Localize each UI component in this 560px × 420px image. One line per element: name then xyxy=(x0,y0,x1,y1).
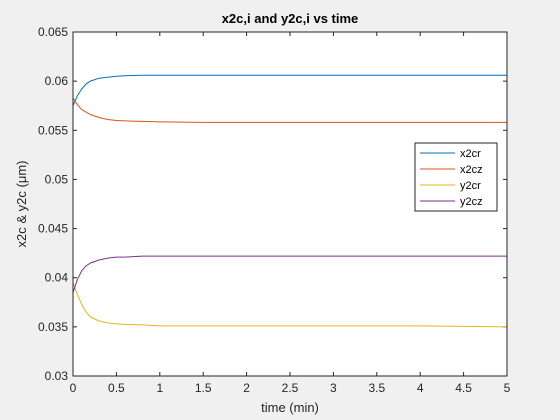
series-line-y2cz xyxy=(72,255,507,293)
y-axis-title: x2c & y2c (μm) xyxy=(14,161,29,248)
legend-label-x2cz: x2cz xyxy=(460,164,483,176)
legend-box xyxy=(414,142,498,212)
x-tick-label: 2 xyxy=(243,381,250,395)
y-tick-label: 0.05 xyxy=(45,172,69,186)
x-tick-label: 5 xyxy=(504,381,511,395)
legend-label-y2cr: y2cr xyxy=(460,180,481,192)
y-tick-label: 0.04 xyxy=(45,271,69,285)
legend: x2cr x2cz y2cr y2cz xyxy=(414,142,498,212)
legend-label-x2cr: x2cr xyxy=(460,148,481,160)
y-tick-label: 0.06 xyxy=(45,74,69,88)
x-axis-ticks: 0 0.5 1 1.5 2 2.5 3 3.5 4 4.5 5 xyxy=(70,32,511,395)
x-axis-title: time (min) xyxy=(261,400,319,415)
x-tick-label: 2.5 xyxy=(282,381,299,395)
y-tick-label: 0.055 xyxy=(38,123,68,137)
y-axis-ticks: 0.03 0.035 0.04 0.045 0.05 0.055 0.06 0.065 xyxy=(38,25,507,383)
series-line-x2cr xyxy=(72,74,507,106)
x-tick-label: 1.5 xyxy=(195,381,212,395)
x-tick-label: 0 xyxy=(70,381,77,395)
series-line-x2cz xyxy=(72,97,507,123)
x-tick-label: 3 xyxy=(330,381,337,395)
y-tick-label: 0.045 xyxy=(38,222,68,236)
y-tick-label: 0.035 xyxy=(38,320,68,334)
chart-title: x2c,i and y2c,i vs time xyxy=(222,11,359,26)
y-tick-label: 0.065 xyxy=(38,25,68,39)
series-lines xyxy=(72,74,508,328)
x-tick-label: 4.5 xyxy=(455,381,472,395)
x-tick-label: 3.5 xyxy=(368,381,385,395)
x-tick-label: 0.5 xyxy=(108,381,125,395)
plot-frame xyxy=(72,31,508,377)
x-tick-label: 1 xyxy=(156,381,163,395)
x-tick-label: 4 xyxy=(417,381,424,395)
series-line-y2cr xyxy=(72,282,508,328)
y-tick-label: 0.03 xyxy=(45,369,69,383)
legend-label-y2cz: y2cz xyxy=(460,196,483,208)
